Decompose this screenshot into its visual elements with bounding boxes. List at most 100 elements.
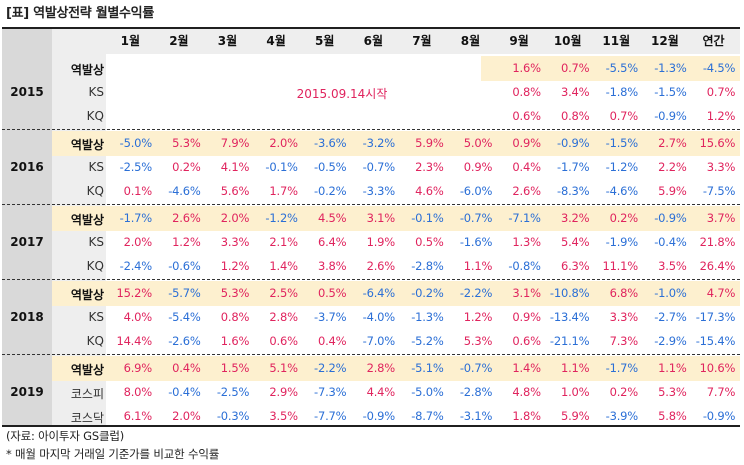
- table-cell: 10.6%: [699, 361, 736, 375]
- table-cell: 2.1%: [269, 235, 298, 249]
- year-column: [2, 29, 52, 425]
- table-cell: -0.9%: [362, 409, 396, 423]
- table-cell: 0.4%: [512, 160, 541, 174]
- table-cell: -0.1%: [265, 160, 298, 174]
- returns-table: 1월 2월 3월 4월 5월 6월 7월 8월 9월 10월 11월 12월 연간 2015 역발상 1.6…: [2, 27, 740, 427]
- table-cell: -0.6%: [168, 259, 201, 273]
- table-cell: 3.8%: [317, 259, 347, 273]
- table-cell: -2.6%: [168, 334, 201, 348]
- row-label: KS: [88, 310, 105, 324]
- table-cell: 2.7%: [658, 136, 687, 150]
- table-cell: 21.8%: [699, 235, 736, 249]
- start-date-note: 2015.09.14시작: [296, 87, 388, 101]
- header-month-12: 12월: [651, 34, 679, 48]
- table-cell: 5.6%: [220, 184, 250, 198]
- table-cell: 4.5%: [317, 211, 347, 225]
- row-label: KQ: [86, 184, 104, 198]
- header-month-5: 5월: [314, 34, 335, 48]
- table-cell: 1.4%: [269, 259, 298, 273]
- table-cell: 1.2%: [172, 235, 201, 249]
- year-label: 2016: [10, 160, 44, 174]
- table-cell: -4.6%: [168, 184, 201, 198]
- table-cell: 0.2%: [609, 385, 639, 399]
- table-cell: 3.1%: [366, 211, 396, 225]
- table-cell: -1.8%: [605, 85, 639, 99]
- year-label: 2017: [10, 235, 44, 249]
- header-month-8: 8월: [460, 34, 481, 48]
- table-cell: 0.7%: [706, 85, 736, 99]
- table-cell: 1.1%: [560, 361, 590, 375]
- table-cell: -7.5%: [702, 184, 736, 198]
- table-cell: -1.9%: [605, 235, 639, 249]
- table-cell: 8.0%: [123, 385, 153, 399]
- table-cell: -1.5%: [605, 136, 639, 150]
- table-cell: -0.3%: [216, 409, 250, 423]
- table-cell: 15.6%: [699, 136, 736, 150]
- table-cell: -6.4%: [362, 286, 396, 300]
- table-cell: 3.2%: [560, 211, 590, 225]
- table-cell: 2.5%: [269, 286, 298, 300]
- table-cell: 2.0%: [172, 409, 201, 423]
- table-cell: -0.4%: [654, 235, 687, 249]
- table-cell: 0.7%: [560, 61, 590, 75]
- table-cell: -5.0%: [119, 136, 153, 150]
- table-cell: -0.8%: [508, 259, 541, 273]
- year-label: 2019: [10, 385, 44, 399]
- table-cell: -1.2%: [605, 160, 639, 174]
- row-label: 코스닥: [70, 411, 104, 425]
- table-cell: -1.7%: [119, 211, 153, 225]
- table-cell: -1.7%: [605, 361, 639, 375]
- table-cell: 2.2%: [658, 160, 687, 174]
- table-cell: -1.2%: [265, 211, 298, 225]
- header-month-9: 9월: [509, 34, 529, 48]
- table-cell: -2.5%: [119, 160, 153, 174]
- table-cell: -4.5%: [702, 61, 736, 75]
- header-month-4: 4월: [266, 34, 286, 48]
- strategy-row-highlight: [52, 281, 740, 306]
- table-cell: -6.0%: [459, 184, 493, 198]
- table-cell: 4.7%: [706, 286, 736, 300]
- table-cell: 2.6%: [172, 211, 201, 225]
- table-cell: -3.1%: [459, 409, 493, 423]
- table-cell: 6.1%: [123, 409, 153, 423]
- table-cell: 0.2%: [172, 160, 201, 174]
- table-cell: 5.4%: [560, 235, 590, 249]
- table-cell: 1.9%: [366, 235, 396, 249]
- table-cell: 11.1%: [602, 259, 638, 273]
- table-cell: 0.5%: [415, 235, 444, 249]
- table-cell: 2.6%: [366, 259, 396, 273]
- table-cell: -2.8%: [459, 385, 493, 399]
- table-cell: 5.8%: [658, 409, 687, 423]
- row-label: 역발상: [70, 288, 104, 302]
- row-label: 역발상: [70, 138, 104, 152]
- table-cell: -5.5%: [605, 61, 639, 75]
- header-month-7: 7월: [412, 34, 432, 48]
- table-cell: 6.8%: [609, 286, 639, 300]
- table-cell: -15.4%: [695, 334, 736, 348]
- table-cell: -3.2%: [362, 136, 396, 150]
- year-label: 2015: [10, 85, 44, 99]
- table-cell: -0.9%: [702, 409, 736, 423]
- table-cell: -1.3%: [411, 310, 444, 324]
- table-cell: -3.7%: [314, 310, 347, 324]
- table-cell: 0.4%: [172, 361, 201, 375]
- table-cell: 0.8%: [220, 310, 250, 324]
- table-cell: -2.2%: [314, 361, 347, 375]
- table-cell: -7.0%: [362, 334, 396, 348]
- table-cell: 1.5%: [220, 361, 250, 375]
- table-cell: 5.3%: [658, 385, 687, 399]
- row-label: KS: [88, 160, 105, 174]
- table-cell: -2.2%: [459, 286, 493, 300]
- table-cell: -3.3%: [362, 184, 396, 198]
- row-label: KS: [88, 85, 105, 99]
- table-cell: 2.8%: [366, 361, 396, 375]
- row-label: 역발상: [70, 213, 104, 227]
- table-cell: 5.9%: [658, 184, 687, 198]
- method-note: * 매월 마지막 거래일 기준가를 비교한 수익률: [6, 447, 220, 461]
- table-cell: 14.4%: [116, 334, 152, 348]
- strategy-row-highlight: [52, 206, 740, 231]
- table-cell: 3.4%: [560, 85, 590, 99]
- year-label: 2018: [10, 310, 44, 324]
- block-separator: [2, 129, 740, 130]
- table-cell: -13.4%: [549, 310, 590, 324]
